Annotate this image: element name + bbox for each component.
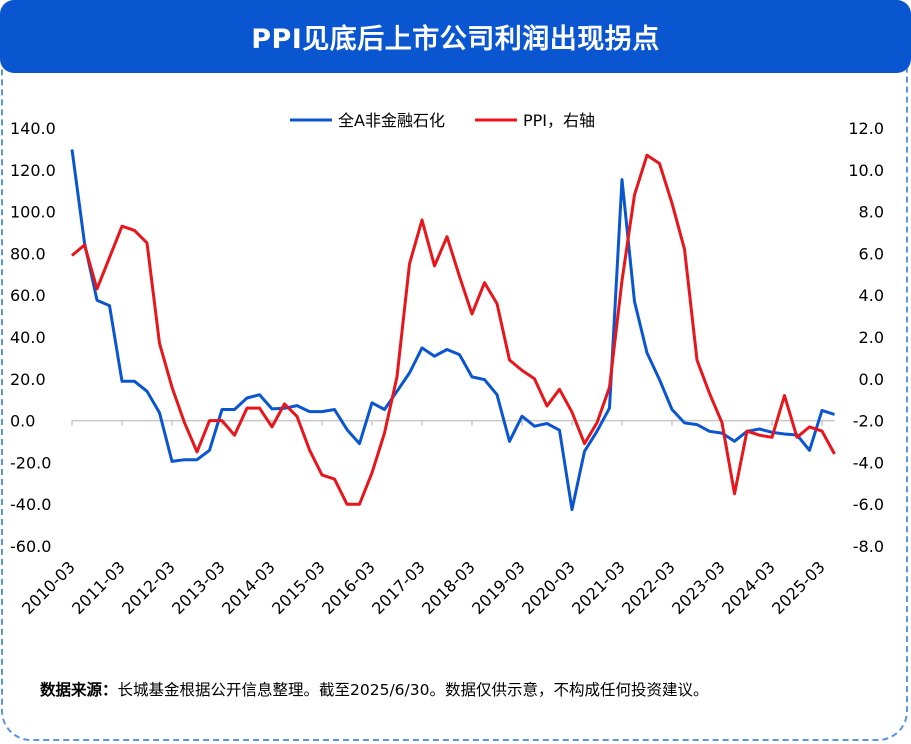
series-line-2 [71,153,836,506]
y-left-tick-label: -60.0 [10,537,51,556]
series-line-1 [70,149,835,512]
y-right-tick-label: 0.0 [859,370,884,389]
x-tick-label: 2010-03 [18,557,79,618]
x-tick-label: 2018-03 [418,557,479,618]
x-tick-label: 2019-03 [468,557,529,618]
y-left-tick-label: -20.0 [10,453,51,472]
y-right-tick-label: 12.0 [848,119,884,138]
y-left-tick-label: 0.0 [10,412,35,431]
y-left-tick-label: 40.0 [10,328,46,347]
y-right-tick-label: 2.0 [859,328,884,347]
y-right-tick-label: 6.0 [859,244,884,263]
x-tick-label: 2014-03 [218,557,279,618]
x-tick-label: 2023-03 [668,557,729,618]
footer-note: 数据来源：长城基金根据公开信息整理。截至2025/6/30。数据仅供示意，不构成… [40,678,709,700]
x-tick-label: 2020-03 [518,557,579,618]
x-tick-label: 2016-03 [318,557,379,618]
y-right-tick-label: 10.0 [848,161,884,180]
y-right-tick-label: -2.0 [853,412,884,431]
source-text: 长城基金根据公开信息整理。截至2025/6/30。数据仅供示意，不构成任何投资建… [117,681,709,699]
chart-title: PPI见底后上市公司利润出现拐点 [251,24,660,55]
y-left-tick-label: 100.0 [10,203,56,222]
y-right-tick-label: 4.0 [859,286,884,305]
x-tick-label: 2022-03 [618,557,679,618]
legend-label-2: PPI，右轴 [523,111,595,130]
legend-label-1: 全A非金融石化 [338,111,445,130]
x-tick-label: 2012-03 [118,557,179,618]
x-tick-label: 2021-03 [568,557,629,618]
y-left-tick-label: -40.0 [10,495,51,514]
y-left-tick-label: 120.0 [10,161,56,180]
x-tick-label: 2025-03 [768,557,829,618]
y-left-tick-label: 140.0 [10,119,56,138]
x-tick-label: 2017-03 [368,557,429,618]
x-tick-label: 2011-03 [68,557,129,618]
source-label: 数据来源： [40,681,118,699]
y-right-tick-label: -4.0 [853,453,884,472]
y-left-tick-label: 20.0 [10,370,46,389]
y-right-tick-label: -6.0 [853,495,884,514]
x-tick-label: 2015-03 [268,557,329,618]
y-right-tick-label: -8.0 [853,537,884,556]
title-bar: PPI见底后上市公司利润出现拐点 [0,0,911,73]
x-tick-label: 2024-03 [718,557,779,618]
y-left-tick-label: 80.0 [10,244,46,263]
y-right-tick-label: 8.0 [859,203,884,222]
y-left-tick-label: 60.0 [10,286,46,305]
x-tick-label: 2013-03 [168,557,229,618]
